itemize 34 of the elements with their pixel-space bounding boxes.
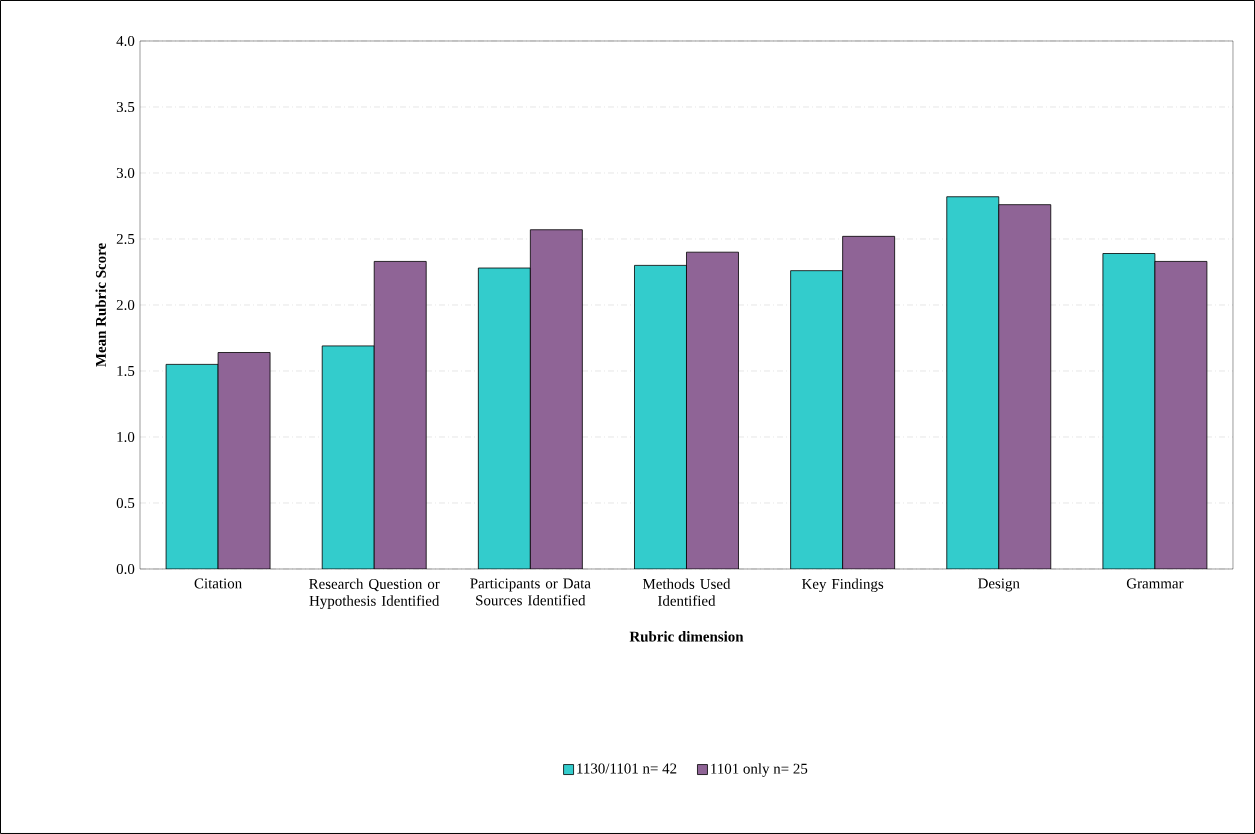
- y-axis-title: Mean Rubric Score: [95, 243, 106, 367]
- bar: [1154, 261, 1208, 569]
- y-tick-label: 3.5: [116, 101, 135, 113]
- y-tick-label: 0.5: [116, 497, 135, 509]
- y-tick-label: 4.0: [116, 35, 135, 47]
- bar: [842, 235, 896, 569]
- bar: [1102, 253, 1156, 569]
- x-axis-title: Rubric dimension: [629, 631, 744, 642]
- y-tick-label: 0.0: [116, 563, 135, 575]
- bar: [686, 251, 739, 569]
- bar: [998, 204, 1052, 569]
- x-tick-label: Citation: [194, 578, 242, 589]
- bar: [946, 196, 1000, 569]
- bar: [790, 270, 844, 569]
- x-tick-label: Research Question or Hypothesis Identified: [309, 578, 440, 609]
- x-tick-label: Design: [978, 578, 1020, 592]
- bar: [321, 345, 375, 569]
- bar: [634, 264, 687, 569]
- x-tick-label: Key Findings: [801, 578, 884, 593]
- bar: [530, 229, 583, 569]
- x-tick-label: Participants or Data Sources Identified: [470, 578, 591, 606]
- y-tick-label: 1.0: [117, 431, 135, 443]
- legend-label: 1130/1101 n= 42: [577, 763, 677, 774]
- x-tick-label: Grammar: [1126, 578, 1184, 589]
- bar: [478, 268, 531, 569]
- y-tick-label: 2.5: [116, 233, 135, 245]
- legend-label: 1101 only n= 25: [711, 763, 808, 777]
- bar: [217, 352, 271, 569]
- bar: [373, 261, 427, 569]
- y-tick-label: 3.0: [116, 167, 135, 179]
- y-tick-label: 1.5: [117, 365, 135, 377]
- y-tick-label: 2.0: [116, 299, 135, 311]
- bar: [165, 363, 219, 569]
- x-tick-label: Methods Used Identified: [642, 578, 731, 606]
